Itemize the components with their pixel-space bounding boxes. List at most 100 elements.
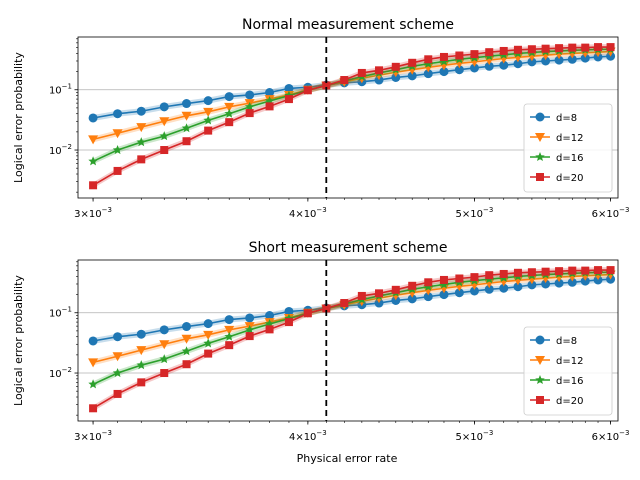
data-point: [540, 274, 551, 284]
data-point: [407, 288, 418, 298]
data-point: [580, 276, 590, 286]
data-point: [470, 50, 479, 59]
data-point: [245, 332, 254, 341]
data-point: [181, 123, 192, 133]
y-axis-label: Logical error probability: [12, 52, 25, 183]
data-point: [470, 273, 479, 282]
data-point: [499, 283, 509, 293]
data-point: [136, 137, 147, 147]
data-point: [407, 71, 417, 81]
data-point: [113, 109, 123, 119]
data-point: [513, 45, 522, 54]
data-point: [203, 115, 213, 125]
y-axis-label: Logical error probability: [12, 275, 25, 406]
data-point: [159, 354, 169, 364]
data-point: [88, 358, 99, 368]
data-point: [527, 57, 537, 67]
legend-entry: d=12: [556, 133, 583, 144]
legend-entry: d=20: [556, 396, 583, 407]
data-point: [580, 53, 590, 63]
data-point: [136, 329, 146, 339]
data-point: [181, 346, 192, 356]
legend-marker: [536, 396, 544, 404]
data-point: [567, 49, 578, 59]
legend-entry: d=16: [556, 153, 583, 164]
legend-entry: d=12: [556, 356, 583, 367]
data-point: [244, 101, 255, 111]
x-tick-label: 6×10−3: [592, 429, 630, 443]
data-point: [245, 109, 254, 118]
data-point: [136, 360, 147, 370]
data-point: [438, 284, 449, 294]
data-point: [439, 275, 448, 284]
y-tick-label: 10−1: [49, 83, 72, 97]
data-point: [340, 76, 349, 85]
data-point: [568, 266, 577, 275]
data-point: [159, 340, 170, 350]
data-point: [513, 59, 523, 69]
data-point: [454, 65, 464, 75]
data-point: [454, 288, 464, 298]
data-point: [375, 66, 384, 75]
legend-box: [523, 103, 613, 193]
data-point: [265, 102, 274, 111]
data-point: [136, 123, 147, 133]
data-point: [423, 63, 434, 73]
data-point: [89, 404, 98, 413]
data-point: [391, 295, 401, 305]
data-point: [439, 290, 449, 300]
data-point: [513, 282, 523, 292]
data-point: [112, 129, 123, 139]
data-point: [136, 106, 146, 116]
data-point: [568, 43, 577, 52]
data-point: [137, 155, 146, 164]
data-point: [160, 369, 169, 378]
data-point: [484, 61, 494, 71]
data-point: [423, 286, 434, 296]
data-point: [581, 266, 590, 275]
data-point: [225, 341, 234, 350]
data-point: [340, 299, 349, 308]
chart-panel-2: Short measurement scheme Logical error pr…: [12, 240, 629, 443]
series-d=20: [89, 266, 615, 413]
data-point: [265, 325, 274, 334]
data-point: [284, 318, 293, 327]
data-point: [89, 181, 98, 190]
data-point: [203, 107, 214, 117]
data-point: [112, 145, 123, 155]
data-point: [606, 266, 615, 275]
data-point: [469, 63, 479, 73]
data-point: [454, 282, 465, 292]
data-point: [88, 113, 98, 123]
data-point: [541, 44, 550, 53]
data-point: [554, 278, 564, 288]
data-point: [303, 309, 312, 318]
data-point: [357, 68, 366, 77]
data-point: [485, 48, 494, 57]
data-point: [527, 45, 536, 54]
data-point: [567, 277, 577, 287]
data-point: [245, 313, 255, 323]
legend-marker: [535, 152, 545, 162]
chart-panel-1: Normal measurement scheme Logical error p…: [12, 17, 629, 220]
legend: d=8 d=12 d=16 d=20: [523, 326, 613, 416]
data-point: [88, 135, 99, 145]
data-point: [224, 108, 234, 118]
data-point: [224, 315, 234, 325]
y-tick-label: 10−2: [49, 366, 72, 380]
chart-title: Short measurement scheme: [249, 240, 448, 256]
data-point: [499, 269, 508, 278]
data-point: [567, 272, 578, 282]
data-point: [322, 304, 331, 313]
data-point: [439, 52, 448, 61]
data-point: [408, 58, 417, 67]
data-point: [265, 88, 275, 98]
data-point: [113, 166, 122, 175]
data-point: [455, 274, 464, 283]
data-point: [264, 96, 275, 106]
x-tick-label: 3×10−3: [74, 429, 112, 443]
y-tick-label: 10−1: [49, 306, 72, 320]
data-point: [484, 279, 495, 289]
data-point: [159, 102, 169, 112]
